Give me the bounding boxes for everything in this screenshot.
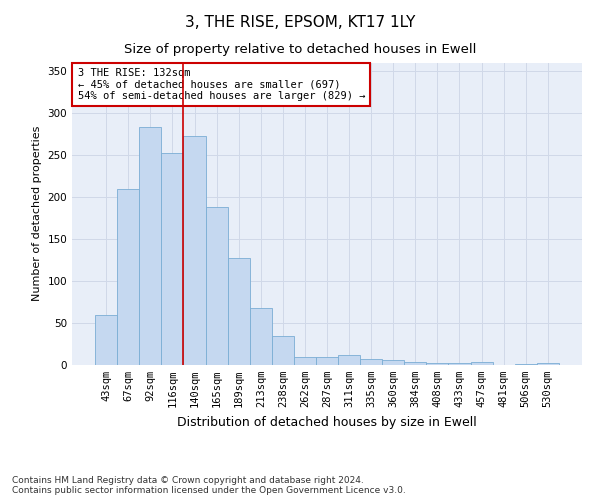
Bar <box>184 136 206 365</box>
Bar <box>272 336 294 365</box>
Text: Size of property relative to detached houses in Ewell: Size of property relative to detached ho… <box>124 42 476 56</box>
X-axis label: Distribution of detached houses by size in Ewell: Distribution of detached houses by size … <box>177 416 477 428</box>
Bar <box>95 314 117 365</box>
Bar <box>470 362 493 365</box>
Bar <box>316 358 338 365</box>
Bar <box>227 258 250 365</box>
Bar <box>161 153 184 365</box>
Bar <box>206 207 227 365</box>
Bar <box>404 362 427 365</box>
Bar <box>139 127 161 365</box>
Bar <box>382 360 404 365</box>
Y-axis label: Number of detached properties: Number of detached properties <box>32 126 42 302</box>
Bar <box>515 364 537 365</box>
Bar <box>294 358 316 365</box>
Bar <box>427 364 448 365</box>
Bar <box>338 355 360 365</box>
Bar <box>117 188 139 365</box>
Bar <box>448 364 470 365</box>
Bar <box>537 364 559 365</box>
Text: 3 THE RISE: 132sqm
← 45% of detached houses are smaller (697)
54% of semi-detach: 3 THE RISE: 132sqm ← 45% of detached hou… <box>77 68 365 102</box>
Bar <box>250 308 272 365</box>
Bar <box>360 359 382 365</box>
Text: Contains HM Land Registry data © Crown copyright and database right 2024.
Contai: Contains HM Land Registry data © Crown c… <box>12 476 406 495</box>
Text: 3, THE RISE, EPSOM, KT17 1LY: 3, THE RISE, EPSOM, KT17 1LY <box>185 15 415 30</box>
